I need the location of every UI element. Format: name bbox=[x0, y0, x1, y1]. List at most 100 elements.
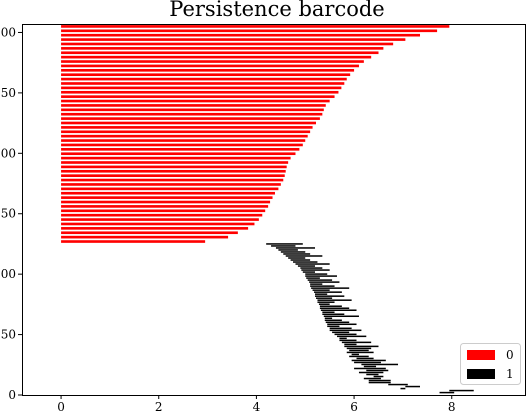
bar-series-0 bbox=[61, 117, 320, 120]
bar-series-0 bbox=[61, 187, 279, 191]
axis-ticks: 0 2 4 6 8 0 50 100 150 200 250 300 bbox=[0, 25, 456, 414]
bar-series-1 bbox=[354, 367, 386, 370]
bar-series-0 bbox=[61, 69, 355, 72]
bar-series-0 bbox=[61, 213, 263, 217]
bar-series-0 bbox=[61, 156, 291, 160]
bar-series-1 bbox=[322, 311, 335, 313]
bar-series-1 bbox=[334, 333, 357, 336]
bar-series-1 bbox=[400, 387, 406, 390]
bar-series-1 bbox=[290, 259, 311, 261]
bar-series-0 bbox=[61, 90, 339, 94]
bar-series-1 bbox=[332, 331, 350, 334]
bar-series-1 bbox=[361, 363, 399, 366]
bar-series-0 bbox=[61, 227, 249, 230]
y-tick-label: 250 bbox=[0, 86, 16, 100]
bar-series-0 bbox=[61, 60, 364, 63]
bar-series-1 bbox=[320, 309, 357, 311]
bar-series-1 bbox=[315, 293, 328, 295]
bar-series-1 bbox=[319, 307, 350, 309]
bar-series-1 bbox=[317, 301, 335, 303]
bar-series-0 bbox=[61, 126, 313, 129]
bar-series-1 bbox=[351, 353, 359, 356]
bar-series-1 bbox=[295, 263, 330, 265]
y-tick-label: 50 bbox=[1, 328, 16, 342]
bar-series-0 bbox=[61, 139, 306, 142]
bar-series-0 bbox=[61, 200, 271, 204]
bar-series-1 bbox=[323, 315, 359, 318]
bar-series-1 bbox=[351, 359, 386, 362]
bar-series-1 bbox=[315, 295, 345, 297]
bar-series-0 bbox=[61, 112, 323, 116]
bar-series-1 bbox=[302, 271, 316, 273]
bar-series-0 bbox=[61, 169, 286, 173]
bar-series-1 bbox=[280, 251, 306, 253]
y-tick-label: 150 bbox=[0, 207, 16, 221]
bar-series-0 bbox=[61, 191, 275, 195]
bar-series-0 bbox=[61, 183, 281, 186]
bar-series-0 bbox=[61, 25, 450, 28]
bar-series-0 bbox=[61, 29, 438, 33]
legend: 0 1 bbox=[460, 343, 521, 385]
bar-series-0 bbox=[61, 196, 273, 199]
bar-series-1 bbox=[305, 275, 337, 277]
bar-series-1 bbox=[311, 287, 350, 289]
bar-series-0 bbox=[61, 99, 330, 103]
bar-series-1 bbox=[363, 377, 381, 380]
bar-series-0 bbox=[61, 130, 311, 134]
bar-series-0 bbox=[61, 205, 269, 208]
bar-series-0 bbox=[61, 240, 206, 243]
bar-series-1 bbox=[449, 389, 474, 392]
bar-series-0 bbox=[61, 86, 342, 90]
bar-series-1 bbox=[341, 341, 372, 344]
bar-series-0 bbox=[61, 218, 259, 221]
bar-series-1 bbox=[324, 317, 333, 320]
bar-series-1 bbox=[327, 325, 340, 328]
bar-series-0 bbox=[61, 231, 238, 235]
bar-series-1 bbox=[439, 391, 455, 394]
y-tick-label: 300 bbox=[0, 25, 16, 39]
bar-series-1 bbox=[293, 261, 318, 263]
bar-series-1 bbox=[368, 381, 391, 384]
bar-series-1 bbox=[354, 361, 381, 364]
x-tick-label: 2 bbox=[155, 400, 163, 414]
bar-series-1 bbox=[373, 375, 384, 378]
bar-series-1 bbox=[318, 303, 330, 305]
bar-series-1 bbox=[315, 297, 333, 299]
bar-series-1 bbox=[346, 351, 374, 354]
bar-series-1 bbox=[329, 327, 352, 330]
bar-series-1 bbox=[366, 369, 389, 372]
bar-series-0 bbox=[61, 174, 285, 177]
bar-series-1 bbox=[344, 343, 357, 346]
bars-layer bbox=[61, 25, 474, 394]
bar-series-1 bbox=[405, 385, 420, 388]
bar-series-1 bbox=[325, 321, 350, 324]
bar-series-1 bbox=[271, 245, 296, 247]
chart-title: Persistence barcode bbox=[169, 0, 384, 21]
legend-label-1: 1 bbox=[506, 367, 514, 381]
bar-series-1 bbox=[310, 285, 335, 287]
bar-series-0 bbox=[61, 148, 300, 151]
bar-series-1 bbox=[305, 273, 328, 275]
bar-series-1 bbox=[349, 355, 369, 358]
legend-swatch-0 bbox=[467, 350, 495, 360]
legend-label-0: 0 bbox=[506, 348, 514, 362]
plot-frame bbox=[22, 24, 526, 396]
bar-series-0 bbox=[61, 47, 384, 50]
bar-series-0 bbox=[61, 42, 394, 46]
y-tick-label: 200 bbox=[0, 146, 16, 160]
bar-series-1 bbox=[363, 365, 377, 368]
bar-series-1 bbox=[297, 265, 316, 267]
bar-series-1 bbox=[288, 257, 306, 259]
bar-series-0 bbox=[61, 152, 296, 156]
bar-series-1 bbox=[266, 243, 303, 245]
bar-series-1 bbox=[307, 279, 333, 281]
bar-series-0 bbox=[61, 64, 359, 68]
bar-series-0 bbox=[61, 77, 347, 81]
bar-series-1 bbox=[300, 267, 323, 269]
bar-series-1 bbox=[283, 253, 311, 255]
bar-series-1 bbox=[344, 345, 379, 348]
bar-series-1 bbox=[319, 305, 342, 307]
bar-series-1 bbox=[314, 291, 342, 293]
y-tick-label: 0 bbox=[8, 388, 16, 402]
